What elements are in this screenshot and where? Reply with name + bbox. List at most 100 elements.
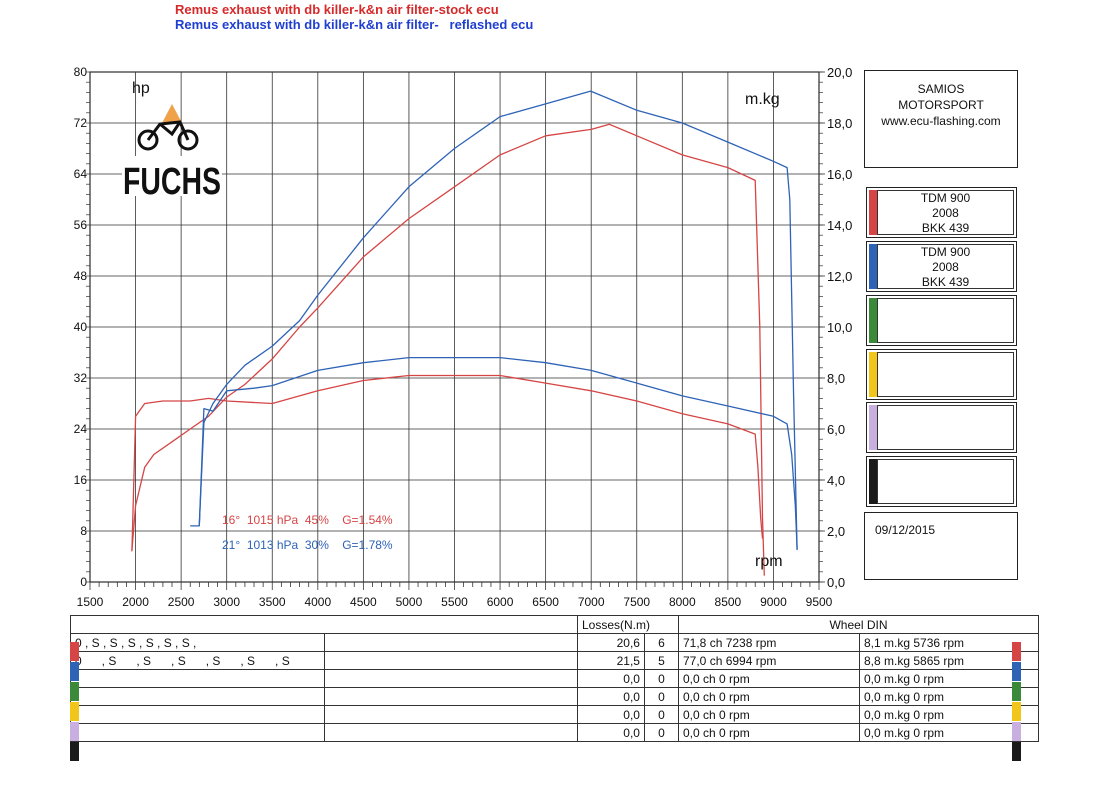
result-loss-n: 5 [643,651,680,670]
result-blank [323,723,578,742]
result-loss: 20,6 [577,633,645,652]
wheel-din-header: Wheel DIN [678,615,1039,634]
result-blank [323,669,578,688]
y-left-tick-label: 48 [74,269,88,283]
x-axis-label: rpm [755,553,783,570]
x-tick-label: 2500 [168,595,195,609]
y-left-axis-label: hp [132,80,150,97]
result-row: 0,0 0 0,0 ch 0 rpm 0,0 m.kg 0 rpm [70,705,1039,724]
y-left-tick-label: 8 [80,524,87,538]
row-color-swatch-right [1012,662,1021,681]
y-right-tick-label: 6,0 [827,422,845,437]
x-tick-label: 9500 [806,595,833,609]
run-color-swatch [869,459,877,504]
row-color-swatch-right [1012,642,1021,661]
row-color-swatch-left [70,682,79,701]
row-color-swatch-right [1012,682,1021,701]
chart-curves [131,90,798,576]
run-color-swatch [869,298,877,343]
x-tick-label: 6000 [487,595,514,609]
run-code: BKK 439 [921,221,970,235]
shop-box: SAMIOS MOTORSPORT www.ecu-flashing.com [864,70,1018,168]
row-color-swatch-left [70,662,79,681]
run-model: TDM 900 [920,191,971,205]
result-blank [323,705,578,724]
run-info [877,405,1014,450]
run-legend-6 [866,456,1017,507]
test-date: 09/12/2015 [864,512,1018,580]
result-power: 0,0 ch 0 rpm [678,669,860,688]
result-loss: 21,5 [577,651,645,670]
y-left-tick-label: 24 [74,422,88,436]
row-color-swatch-left [70,722,79,741]
result-loss: 0,0 [577,687,645,706]
result-label [70,705,325,724]
y-left-tick-label: 0 [80,575,87,589]
result-torque: 0,0 m.kg 0 rpm [859,705,1039,724]
row-color-swatch-left [70,742,79,761]
run-info [877,352,1014,397]
y-left-tick-label: 64 [74,167,88,181]
run-year: 2008 [932,206,959,220]
fuchs-logo: FUCHS [122,104,222,203]
result-power: 0,0 ch 0 rpm [678,705,860,724]
result-label: 0 , S , S , S , S , S , S , [70,633,325,652]
result-row: 0,0 0 0,0 ch 0 rpm 0,0 m.kg 0 rpm [70,669,1039,688]
x-tick-label: 7000 [578,595,605,609]
x-tick-label: 1500 [77,595,104,609]
result-torque: 8,8 m.kg 5865 rpm [859,651,1039,670]
run-legend-3 [866,295,1017,346]
row-color-swatch-right [1012,742,1021,761]
result-loss-n: 0 [643,705,680,724]
y-left-tick-label: 56 [74,218,88,232]
run-code: BKK 439 [921,275,970,289]
x-tick-label: 4500 [350,595,377,609]
chart-title-reflashed: Remus exhaust with db killer-k&n air fil… [175,17,534,32]
run-info: TDM 900 2008 BKK 439 [877,190,1014,235]
result-torque: 0,0 m.kg 0 rpm [859,723,1039,742]
x-tick-label: 7500 [623,595,650,609]
chart-ticks: 1500 2000 2500 3000 3500 4000 4500 5000 5500 6000… [74,65,853,609]
y-right-tick-label: 14,0 [827,218,852,233]
result-power: 0,0 ch 0 rpm [678,687,860,706]
y-right-tick-label: 20,0 [827,65,852,80]
fuchs-logo-text: FUCHS [123,161,221,203]
dyno-chart: 1500 2000 2500 3000 3500 4000 4500 5000 5500 6000… [74,65,853,609]
run-legend-5 [866,402,1017,453]
x-tick-label: 2000 [122,595,149,609]
x-tick-label: 5000 [396,595,423,609]
run-legend-1: TDM 900 2008 BKK 439 [866,187,1017,238]
x-tick-label: 4000 [304,595,331,609]
result-loss: 0,0 [577,705,645,724]
chart-title-stock: Remus exhaust with db killer-k&n air fil… [175,2,499,17]
y-left-tick-label: 40 [74,320,88,334]
result-label [70,669,325,688]
result-loss-n: 0 [643,669,680,688]
series-curve-blue-torque [190,356,798,549]
y-right-tick-label: 18,0 [827,116,852,131]
y-left-tick-label: 32 [74,371,88,385]
result-row: 0,0 0 0,0 ch 0 rpm 0,0 m.kg 0 rpm [70,687,1039,706]
result-loss-n: 6 [643,633,680,652]
result-loss-n: 0 [643,723,680,742]
y-left-tick-label: 72 [74,116,88,130]
run-info: TDM 900 2008 BKK 439 [877,244,1014,289]
result-label [70,687,325,706]
result-loss: 0,0 [577,723,645,742]
result-row: 0,0 0 0,0 ch 0 rpm 0,0 m.kg 0 rpm [70,723,1039,742]
result-loss: 0,0 [577,669,645,688]
shop-website: www.ecu-flashing.com [881,114,1001,128]
run-legend-4 [866,349,1017,400]
run-color-swatch [869,352,877,397]
shop-name-line1: SAMIOS [917,82,965,96]
row-color-swatch-right [1012,722,1021,741]
y-right-tick-label: 2,0 [827,524,845,539]
result-row: 0 , S , S , S , S , S , S 21,5 5 77,0 ch 69… [70,651,1039,670]
y-right-tick-label: 0,0 [827,575,845,590]
result-blank [323,651,578,670]
x-tick-label: 8000 [669,595,696,609]
y-left-tick-label: 16 [74,473,88,487]
y-right-tick-label: 12,0 [827,269,852,284]
x-tick-label: 3500 [259,595,286,609]
series-curve-red-power [131,123,765,576]
